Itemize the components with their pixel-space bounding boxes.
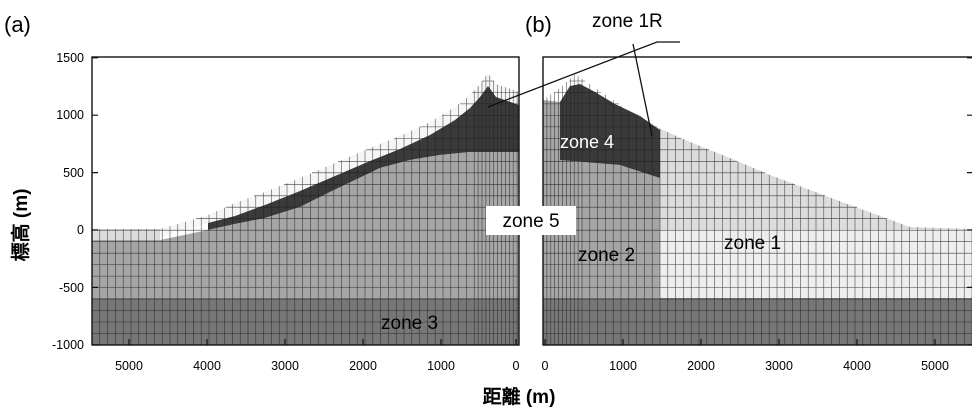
x-tick-b-2000: 2000 <box>687 359 715 373</box>
x-tick-b-1000: 1000 <box>609 359 637 373</box>
panel-b-frame <box>542 56 972 346</box>
x-tick-a-0: 0 <box>513 359 520 373</box>
x-tick-a-2000: 2000 <box>349 359 377 373</box>
y-tick-1000: 1000 <box>56 108 84 122</box>
y-tick-1500: 1500 <box>56 51 84 65</box>
zone-4-b <box>560 84 660 178</box>
zone-3-a <box>92 298 519 345</box>
zone-2-a <box>92 152 519 298</box>
tick-lines <box>92 57 972 346</box>
zone1r-leader-a <box>487 41 680 108</box>
y-tick-500: 500 <box>63 166 84 180</box>
zone-1-label: zone 1 <box>724 233 781 254</box>
zone-3-label: zone 3 <box>381 313 438 334</box>
x-tick-b-0: 0 <box>542 359 549 373</box>
y-axis-label: 標高 (m) <box>9 189 32 262</box>
tick-marks <box>92 57 972 346</box>
panel-b-label: (b) <box>525 12 552 37</box>
x-tick-b-4000: 4000 <box>843 359 871 373</box>
panel-a-mesh <box>91 73 519 346</box>
x-tick-a-4000: 4000 <box>193 359 221 373</box>
x-tick-a-1000: 1000 <box>427 359 455 373</box>
y-tick-minus-500: -500 <box>59 281 84 295</box>
x-tick-a-5000: 5000 <box>115 359 143 373</box>
zone-5-label-box <box>486 206 576 235</box>
y-tick-0: 0 <box>77 223 84 237</box>
panel-b-mesh <box>542 74 972 346</box>
zone-1r-a <box>92 73 519 237</box>
zone-1r-label: zone 1R <box>592 11 663 32</box>
zone-4-label: zone 4 <box>560 132 614 152</box>
x-tick-b-5000: 5000 <box>921 359 949 373</box>
x-axis-label: 距離 (m) <box>483 385 556 408</box>
panel-a-label: (a) <box>4 12 31 37</box>
x-tick-b-3000: 3000 <box>765 359 793 373</box>
zone1r-leader-b <box>632 43 653 137</box>
zone-2-label: zone 2 <box>578 245 635 266</box>
zone-3-b <box>543 298 972 345</box>
zone-2-b <box>543 100 660 298</box>
panel-a-frame <box>91 56 520 346</box>
zone-5-label: zone 5 <box>502 211 559 232</box>
zone-4-a <box>208 86 519 230</box>
x-tick-a-3000: 3000 <box>271 359 299 373</box>
y-tick-minus-1000: -1000 <box>52 338 84 352</box>
zone-surface-a <box>92 229 160 240</box>
